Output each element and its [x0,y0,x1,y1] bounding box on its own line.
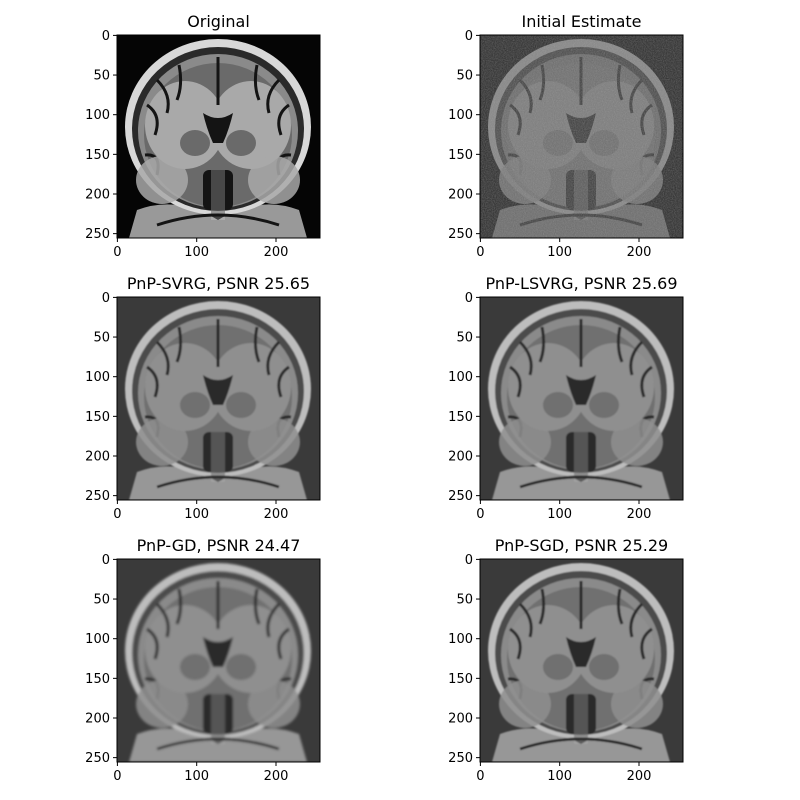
y-tick-label: 0 [465,29,473,44]
panel-title: Initial Estimate [521,12,641,31]
y-tick-label: 200 [85,187,110,202]
y-tick-label: 100 [85,632,110,647]
y-tick-label: 150 [85,148,110,163]
y-tick-label: 100 [85,108,110,123]
y-tick-label: 150 [85,672,110,687]
panel-title: PnP-LSVRG, PSNR 25.69 [485,274,677,293]
x-tick-label: 100 [547,769,572,784]
y-tick-label: 50 [93,69,110,84]
y-tick-label: 0 [102,29,110,44]
panel-title: Original [187,12,250,31]
y-tick-label: 50 [93,593,110,608]
y-tick-label: 250 [85,751,110,766]
x-tick-label: 100 [547,245,572,260]
axes-frame [479,34,684,239]
x-tick-label: 200 [627,245,652,260]
y-tick-label: 50 [456,593,473,608]
y-tick-label: 200 [448,711,473,726]
y-tick-label: 0 [465,553,473,568]
x-tick-label: 200 [264,769,289,784]
x-tick-label: 0 [476,769,484,784]
panel-title: PnP-GD, PSNR 24.47 [137,536,301,555]
x-tick-label: 0 [476,507,484,522]
y-tick-label: 150 [85,410,110,425]
y-tick-label: 250 [448,751,473,766]
y-tick-label: 0 [102,291,110,306]
y-tick-label: 150 [448,672,473,687]
x-tick-label: 200 [627,507,652,522]
y-tick-label: 200 [448,187,473,202]
x-tick-label: 0 [113,769,121,784]
mri-image [480,35,683,238]
axes-frame [116,558,321,763]
y-tick-label: 50 [456,69,473,84]
x-tick-label: 200 [264,245,289,260]
panel-title: PnP-SVRG, PSNR 25.65 [127,274,310,293]
y-tick-label: 250 [85,227,110,242]
axes-frame [116,296,321,501]
y-tick-label: 0 [102,553,110,568]
mri-image [480,297,683,500]
axes-frame [479,558,684,763]
y-tick-label: 200 [85,711,110,726]
x-tick-label: 200 [627,769,652,784]
y-tick-label: 0 [465,291,473,306]
x-tick-label: 100 [184,245,209,260]
mri-image [117,297,320,500]
x-tick-label: 100 [184,769,209,784]
y-tick-label: 100 [448,370,473,385]
x-tick-label: 0 [113,245,121,260]
panel-title: PnP-SGD, PSNR 25.29 [495,536,668,555]
y-tick-label: 100 [448,632,473,647]
y-tick-label: 50 [456,331,473,346]
y-tick-label: 250 [85,489,110,504]
y-tick-label: 50 [93,331,110,346]
mri-image [117,35,320,238]
mri-image [117,559,320,762]
axes-frame [116,34,321,239]
y-tick-label: 200 [448,449,473,464]
axes-frame [479,296,684,501]
y-tick-label: 150 [448,410,473,425]
y-tick-label: 100 [85,370,110,385]
x-tick-label: 200 [264,507,289,522]
y-tick-label: 150 [448,148,473,163]
x-tick-label: 0 [113,507,121,522]
y-tick-label: 200 [85,449,110,464]
x-tick-label: 0 [476,245,484,260]
x-tick-label: 100 [184,507,209,522]
y-tick-label: 250 [448,489,473,504]
mri-image [480,559,683,762]
y-tick-label: 100 [448,108,473,123]
y-tick-label: 250 [448,227,473,242]
x-tick-label: 100 [547,507,572,522]
